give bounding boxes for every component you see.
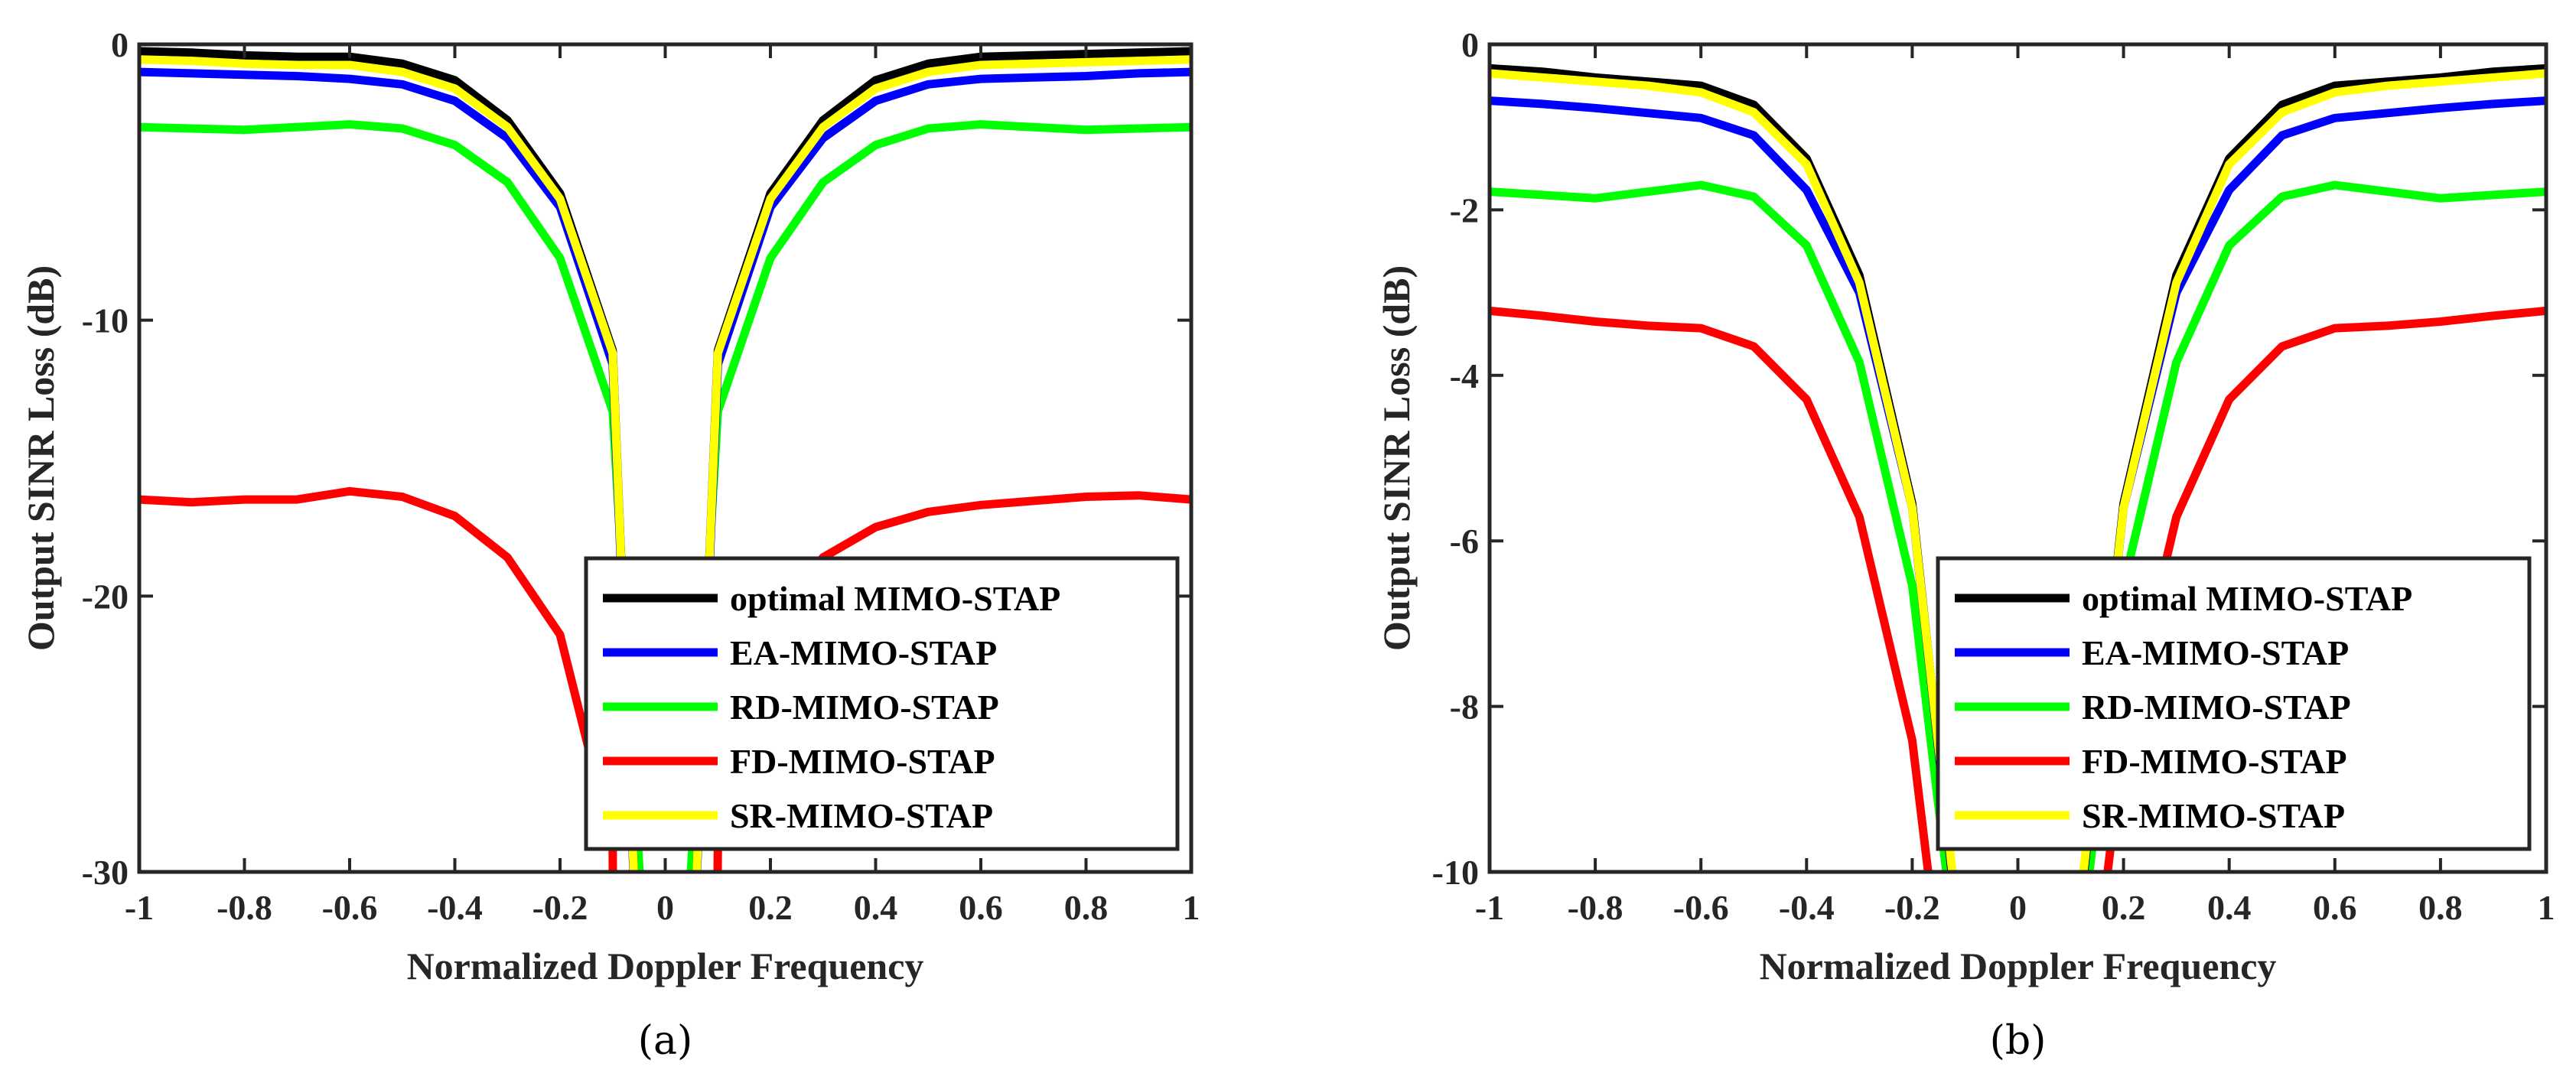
x-tick-label: -0.2 [1884, 888, 1940, 927]
panel-caption: (b) [1990, 1018, 2047, 1064]
legend-item: FD-MIMO-STAP [1955, 742, 2347, 781]
x-tick-label: -1 [1475, 888, 1504, 927]
x-tick-label: 0.6 [959, 888, 1003, 927]
y-tick-label: -6 [1450, 522, 1479, 561]
legend-item: EA-MIMO-STAP [603, 633, 997, 672]
x-axis-label: Normalized Doppler Frequency [1760, 945, 2277, 987]
x-tick-label: -0.2 [532, 888, 588, 927]
legend-label: SR-MIMO-STAP [2082, 796, 2345, 835]
y-tick-label: -30 [82, 853, 129, 892]
legend-item: optimal MIMO-STAP [1955, 579, 2412, 618]
y-tick-label: -4 [1450, 356, 1479, 395]
x-tick-label: -0.4 [427, 888, 483, 927]
y-tick-label: -20 [82, 577, 129, 616]
legend-label: FD-MIMO-STAP [730, 742, 995, 781]
x-tick-label: -0.8 [1568, 888, 1623, 927]
x-tick-label: 1 [2538, 888, 2555, 927]
series-line-sr-mimo-stap [138, 55, 1192, 873]
legend-label: EA-MIMO-STAP [730, 633, 997, 672]
x-tick-label: 0.8 [2418, 888, 2463, 927]
x-tick-label: 0.8 [1064, 888, 1109, 927]
x-tick-label: -0.8 [217, 888, 272, 927]
x-tick-label: 0.4 [854, 888, 898, 927]
x-axis-label: Normalized Doppler Frequency [407, 945, 924, 987]
y-axis-label: Output SINR Loss (dB) [1375, 265, 1418, 651]
series-group [1489, 63, 2547, 873]
series-line-rd-mimo-stap [138, 120, 1192, 873]
x-tick-label: 0.6 [2313, 888, 2357, 927]
x-tick-label: -0.6 [1673, 888, 1729, 927]
legend-item: SR-MIMO-STAP [603, 796, 993, 835]
x-tick-label: 0.2 [748, 888, 793, 927]
x-tick-label: -0.6 [322, 888, 378, 927]
series-group [138, 47, 1192, 873]
legend-label: RD-MIMO-STAP [730, 688, 999, 727]
x-tick-label: 0 [2009, 888, 2027, 927]
x-tick-label: 0 [656, 888, 674, 927]
y-axis-label: Output SINR Loss (dB) [19, 265, 62, 651]
x-tick-label: -0.4 [1779, 888, 1835, 927]
chart-panel-b: -1 -0.8 -0.6 -0.4 -0.2 0 0.2 0.4 0.6 0.8 1 0 -2 -4 -6 -… [1375, 25, 2555, 1064]
legend-label: optimal MIMO-STAP [2082, 579, 2412, 618]
legend-label: FD-MIMO-STAP [2082, 742, 2347, 781]
y-tick-label: -10 [1432, 853, 1479, 892]
y-tick-label: -2 [1450, 190, 1479, 229]
y-tick-label: -8 [1450, 688, 1479, 727]
x-tick-label: -1 [125, 888, 154, 927]
x-tick-label: 0.4 [2207, 888, 2252, 927]
panel-caption: (a) [638, 1018, 693, 1064]
series-line-rd-mimo-stap [1489, 181, 2547, 873]
x-tick-label: 1 [1183, 888, 1200, 927]
x-tick-label: 0.2 [2102, 888, 2146, 927]
legend-item: FD-MIMO-STAP [603, 742, 995, 781]
legend-item: SR-MIMO-STAP [1955, 796, 2345, 835]
legend-item: EA-MIMO-STAP [1955, 633, 2349, 672]
legend-item: optimal MIMO-STAP [603, 579, 1060, 618]
series-line-sr-mimo-stap [1489, 69, 2547, 873]
legend-label: RD-MIMO-STAP [2082, 688, 2351, 727]
legend: optimal MIMO-STAP EA-MIMO-STAP RD-MIMO-STA… [1936, 556, 2532, 851]
legend-label: SR-MIMO-STAP [730, 796, 993, 835]
legend-label: EA-MIMO-STAP [2082, 633, 2349, 672]
y-tick-label: 0 [111, 25, 129, 64]
legend: optimal MIMO-STAP EA-MIMO-STAP RD-MIMO-STA… [584, 556, 1180, 851]
legend-item: RD-MIMO-STAP [603, 688, 999, 727]
chart-panel-a: -1 -0.8 -0.6 -0.4 -0.2 0 0.2 0.4 0.6 0.8 1 0 -10 -20 -… [19, 25, 1200, 1064]
y-tick-label: 0 [1461, 25, 1479, 64]
y-tick-label: -10 [82, 301, 129, 340]
legend-item: RD-MIMO-STAP [1955, 688, 2351, 727]
legend-label: optimal MIMO-STAP [730, 579, 1060, 618]
